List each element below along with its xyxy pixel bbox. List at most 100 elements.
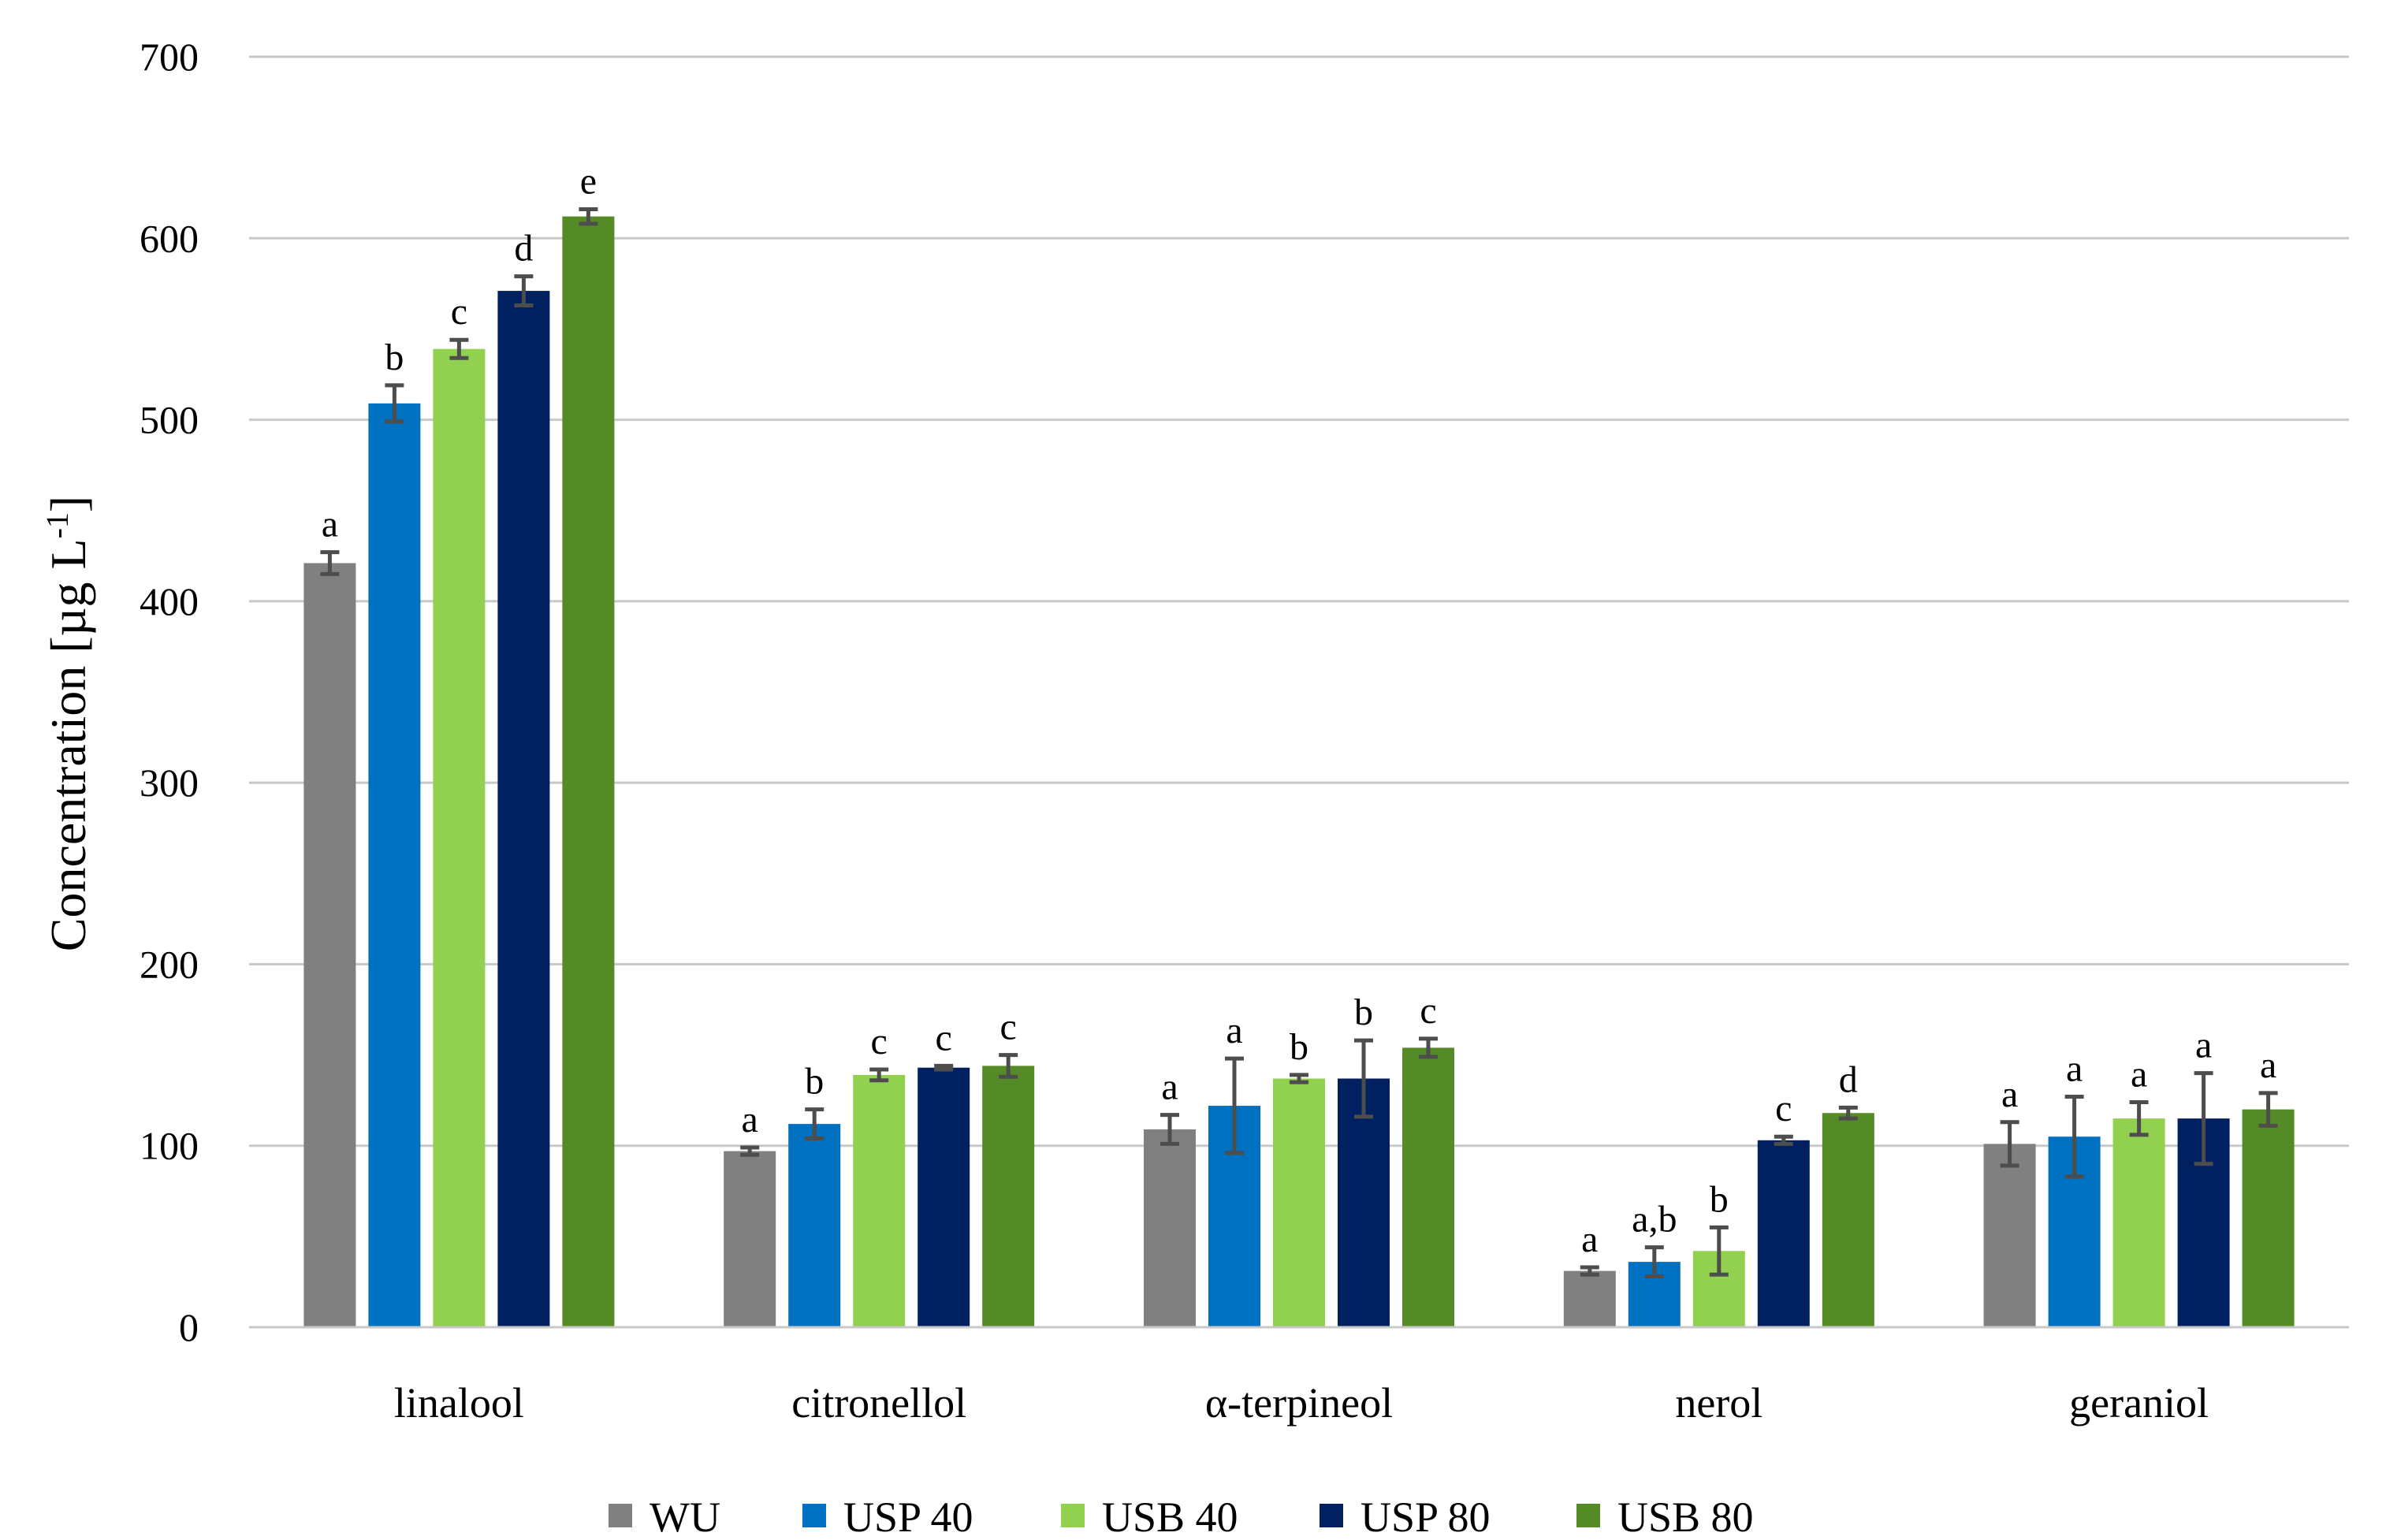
error-bar	[1644, 1245, 1664, 1279]
bar	[1757, 1140, 1810, 1327]
legend-swatch	[1061, 1504, 1085, 1527]
x-axis-categories: linalool citronellol α-terpineol nerol geran…	[394, 1379, 2209, 1427]
legend-swatch	[609, 1504, 632, 1527]
y-tick-label: 500	[140, 398, 199, 442]
error-bar	[2000, 1120, 2019, 1168]
significance-letter: c	[1000, 1006, 1017, 1048]
significance-letters: a b c d e a b c c c a a b b c a a,b b c d a a a a a	[322, 160, 2277, 1260]
y-axis-title: Concentration [µg L-1]	[39, 496, 96, 951]
error-bar	[1160, 1113, 1179, 1146]
bar	[853, 1074, 906, 1327]
legend-swatch	[1576, 1504, 1600, 1527]
y-axis-ticks: 0 100 200 300 400 500 600 700	[140, 35, 199, 1349]
bar	[1273, 1078, 1325, 1327]
error-bar	[1774, 1134, 1793, 1146]
error-bar	[1580, 1265, 1599, 1277]
error-bar	[579, 206, 598, 226]
error-bar	[1290, 1073, 1308, 1084]
error-bars	[320, 206, 2278, 1279]
significance-letter: d	[514, 228, 533, 270]
significance-letter: a	[1226, 1010, 1242, 1051]
significance-letter: b	[1290, 1026, 1308, 1068]
y-tick-label: 100	[140, 1124, 199, 1168]
x-category-label: geraniol	[2069, 1379, 2209, 1427]
significance-letter: a	[1161, 1066, 1178, 1108]
significance-letter: d	[1839, 1058, 1858, 1100]
y-axis-title-superscript: -1	[39, 512, 75, 538]
error-bar	[514, 274, 534, 307]
error-bar	[869, 1067, 889, 1083]
error-bar	[1225, 1056, 1244, 1155]
legend: WU USP 40 USB 40 USP 80 USB 80	[609, 1494, 1754, 1540]
significance-letter: b	[805, 1061, 824, 1103]
bar	[1563, 1270, 1616, 1327]
significance-letter: a,b	[1632, 1199, 1677, 1241]
error-bar	[320, 550, 340, 576]
x-category-label: nerol	[1675, 1379, 1763, 1427]
error-bar	[1419, 1036, 1438, 1059]
bar	[1983, 1144, 2036, 1327]
significance-letter: c	[451, 291, 467, 333]
legend-item: WU	[609, 1494, 720, 1540]
significance-letter: a	[322, 504, 338, 545]
significance-letter: c	[871, 1021, 888, 1062]
y-axis-title-close: ]	[40, 496, 96, 512]
bar	[918, 1067, 970, 1327]
error-bar	[1354, 1038, 1373, 1119]
legend-item: USB 80	[1576, 1494, 1754, 1540]
significance-letter: a	[2195, 1025, 2212, 1066]
error-bar	[385, 383, 404, 424]
bar	[433, 348, 486, 1327]
significance-letter: a	[2260, 1044, 2276, 1086]
significance-letter: c	[1775, 1088, 1792, 1129]
legend-swatch	[1320, 1504, 1343, 1527]
legend-label: USB 80	[1617, 1494, 1754, 1540]
y-tick-label: 0	[179, 1305, 199, 1349]
y-tick-label: 300	[140, 761, 199, 805]
bar	[562, 216, 615, 1328]
bar	[724, 1151, 776, 1327]
error-bar	[805, 1107, 824, 1141]
bar	[1144, 1129, 1196, 1327]
legend-swatch	[802, 1504, 826, 1527]
error-bar	[2064, 1095, 2084, 1179]
bar	[982, 1066, 1035, 1327]
y-axis-title-text: Concentration [µg L	[40, 538, 96, 951]
x-category-label: α-terpineol	[1205, 1379, 1393, 1427]
error-bar	[2129, 1099, 2149, 1137]
error-bar	[999, 1053, 1018, 1079]
legend-label: USB 40	[1102, 1494, 1238, 1540]
x-category-label: citronellol	[791, 1379, 966, 1427]
bar	[788, 1124, 841, 1327]
bar	[2112, 1118, 2165, 1327]
error-bar	[740, 1145, 760, 1157]
bar	[2242, 1109, 2295, 1327]
significance-letter: c	[1420, 990, 1436, 1032]
error-bar	[1709, 1225, 1729, 1277]
legend-label: USP 40	[843, 1494, 973, 1540]
significance-letter: e	[580, 160, 597, 202]
y-tick-label: 200	[140, 942, 199, 986]
error-bar	[449, 337, 469, 360]
error-bar	[1838, 1105, 1858, 1121]
legend-item: USP 40	[802, 1494, 973, 1540]
error-bar	[2194, 1071, 2213, 1166]
legend-item: USP 80	[1320, 1494, 1491, 1540]
significance-letter: c	[936, 1017, 952, 1058]
bar	[1822, 1113, 1874, 1327]
legend-item: USB 40	[1061, 1494, 1238, 1540]
bars	[303, 216, 2295, 1328]
bar	[368, 403, 421, 1327]
significance-letter: a	[742, 1099, 758, 1140]
legend-label: WU	[650, 1494, 720, 1540]
bar	[1338, 1078, 1390, 1327]
bar	[1402, 1047, 1454, 1327]
significance-letter: a	[2066, 1048, 2083, 1090]
error-bar	[2258, 1091, 2278, 1128]
significance-letter: b	[1354, 991, 1373, 1033]
significance-letter: a	[1581, 1218, 1598, 1260]
significance-letter: a	[2001, 1073, 2018, 1115]
y-tick-label: 400	[140, 579, 199, 623]
